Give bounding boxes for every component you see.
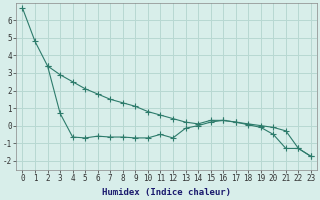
X-axis label: Humidex (Indice chaleur): Humidex (Indice chaleur) xyxy=(102,188,231,197)
